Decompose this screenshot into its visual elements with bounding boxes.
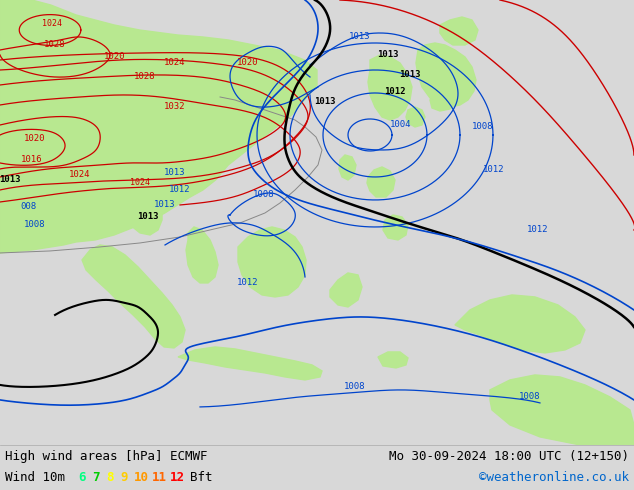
Text: 10: 10: [134, 471, 149, 485]
Text: 1012: 1012: [527, 225, 548, 234]
Text: 1004: 1004: [390, 121, 411, 129]
Text: 1016: 1016: [22, 155, 43, 165]
Text: ©weatheronline.co.uk: ©weatheronline.co.uk: [479, 471, 629, 485]
Polygon shape: [186, 227, 218, 283]
Text: Wind 10m: Wind 10m: [5, 471, 65, 485]
Text: 1013: 1013: [377, 50, 399, 59]
Text: 1024: 1024: [69, 171, 91, 179]
Text: Bft: Bft: [190, 471, 212, 485]
Text: 1013: 1013: [399, 71, 421, 79]
Polygon shape: [0, 0, 317, 253]
Text: 1020: 1020: [104, 52, 126, 61]
Text: 1028: 1028: [134, 73, 156, 81]
Polygon shape: [238, 227, 306, 297]
Text: 1032: 1032: [164, 102, 186, 112]
Text: 1012: 1012: [384, 88, 406, 97]
Polygon shape: [330, 273, 362, 307]
Polygon shape: [406, 107, 425, 127]
Text: 1008: 1008: [24, 220, 46, 229]
Text: Mo 30-09-2024 18:00 UTC (12+150): Mo 30-09-2024 18:00 UTC (12+150): [389, 450, 629, 464]
Text: 1028: 1028: [44, 41, 66, 49]
Text: High wind areas [hPa] ECMWF: High wind areas [hPa] ECMWF: [5, 450, 207, 464]
Text: 1020: 1020: [237, 58, 259, 68]
Text: 1008: 1008: [472, 122, 493, 131]
Text: 1024: 1024: [42, 20, 62, 28]
Text: 1012: 1012: [169, 186, 191, 195]
Polygon shape: [416, 43, 476, 107]
Text: 7: 7: [92, 471, 100, 485]
Polygon shape: [383, 215, 408, 240]
Polygon shape: [367, 167, 395, 197]
Polygon shape: [490, 375, 634, 445]
Text: 1013: 1013: [314, 98, 336, 106]
Text: 1012: 1012: [237, 278, 259, 288]
Text: 008: 008: [20, 202, 36, 212]
Text: 1013: 1013: [349, 32, 371, 42]
Text: 12: 12: [170, 471, 185, 485]
Text: 8: 8: [106, 471, 113, 485]
Text: 1008: 1008: [344, 382, 366, 392]
Text: 6: 6: [78, 471, 86, 485]
Text: 9: 9: [120, 471, 127, 485]
Polygon shape: [368, 55, 412, 120]
Polygon shape: [178, 347, 322, 380]
Text: 1008: 1008: [519, 392, 541, 401]
Polygon shape: [455, 295, 585, 353]
Polygon shape: [339, 155, 356, 180]
Text: 11: 11: [152, 471, 167, 485]
Text: 1013: 1013: [164, 169, 186, 177]
Polygon shape: [378, 352, 408, 368]
Polygon shape: [430, 97, 455, 111]
Text: 1024: 1024: [164, 58, 186, 68]
Text: 1020: 1020: [24, 134, 46, 144]
Text: 1013: 1013: [138, 213, 158, 221]
Text: 1012: 1012: [483, 166, 505, 174]
Polygon shape: [82, 245, 185, 348]
Polygon shape: [82, 123, 162, 235]
Text: 1013: 1013: [0, 175, 21, 184]
Text: 1008: 1008: [253, 191, 275, 199]
Text: 1024: 1024: [130, 178, 150, 188]
Polygon shape: [440, 17, 478, 45]
Text: 1013: 1013: [154, 200, 176, 209]
